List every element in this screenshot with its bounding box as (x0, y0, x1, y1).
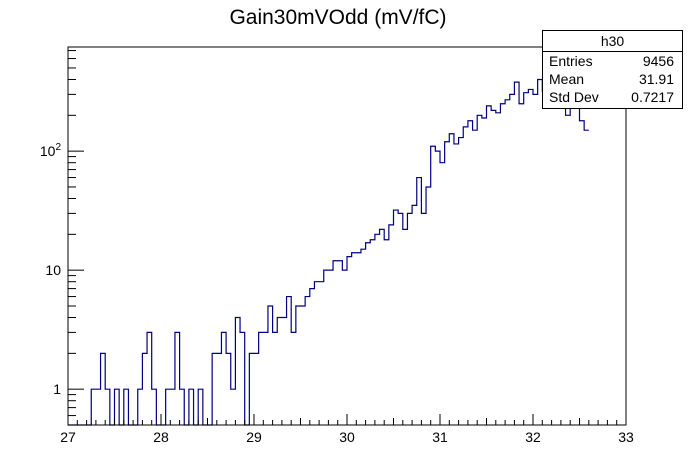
x-tick-label: 33 (618, 429, 634, 445)
mean-label: Mean (549, 71, 585, 87)
histogram-bars (68, 78, 589, 426)
std-value: 0.7217 (631, 89, 674, 105)
mean-value: 31.91 (638, 71, 674, 87)
x-tick-label: 31 (432, 429, 448, 445)
x-tick-label: 29 (246, 429, 262, 445)
stats-row-mean: Mean 31.91 (543, 70, 682, 88)
x-tick-label: 32 (525, 429, 541, 445)
std-label: Std Dev (549, 89, 599, 105)
y-tick-label: 102 (40, 142, 62, 159)
x-tick-label: 27 (60, 429, 76, 445)
y-tick-label: 1 (53, 381, 61, 397)
stats-box: h30 Entries 9456 Mean 31.91 Std Dev 0.72… (542, 30, 683, 109)
histogram-line (68, 78, 589, 426)
y-tick-label: 10 (45, 262, 61, 278)
stats-row-entries: Entries 9456 (543, 52, 682, 70)
entries-value: 9456 (642, 53, 674, 69)
axes: 27 28 29 30 31 32 33 1 10 102 (40, 50, 634, 445)
entries-label: Entries (549, 53, 593, 69)
x-tick-label: 30 (339, 429, 355, 445)
chart-title: Gain30mVOdd (mV/fC) (229, 6, 446, 29)
x-tick-label: 28 (153, 429, 169, 445)
stats-title: h30 (543, 31, 682, 52)
stats-row-std: Std Dev 0.7217 (543, 88, 682, 106)
